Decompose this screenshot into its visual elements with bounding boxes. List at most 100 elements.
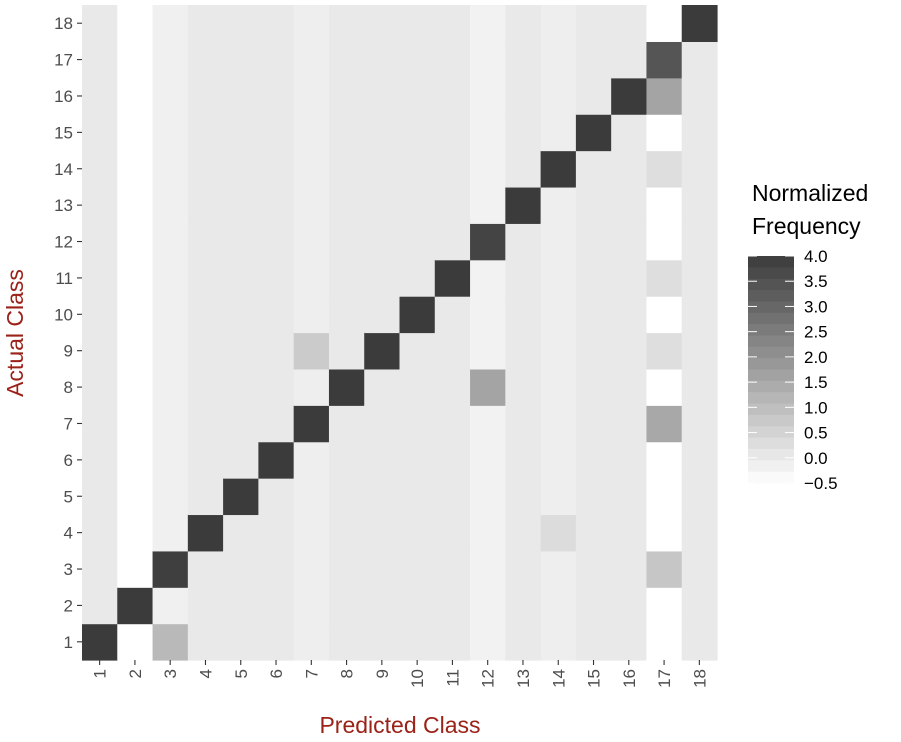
heatmap-cell-actual-4-predicted-5 [223, 514, 259, 552]
heatmap-cell-actual-15-predicted-10 [399, 114, 436, 152]
x-tick-label: 14 [549, 669, 568, 688]
heatmap-cell-actual-10-predicted-18 [681, 296, 718, 334]
heatmap-cell-actual-18-predicted-2 [117, 5, 154, 42]
heatmap-cell-actual-13-predicted-8 [328, 186, 365, 224]
heatmap-cell-actual-17-predicted-12 [470, 41, 506, 79]
heatmap-cell-actual-11-predicted-9 [364, 259, 401, 297]
heatmap-cell-actual-16-predicted-12 [470, 77, 506, 115]
heatmap-cell-actual-5-predicted-2 [117, 478, 154, 516]
legend-color-step [748, 358, 794, 371]
legend-color-bar [748, 256, 794, 484]
heatmap-cell-actual-4-predicted-9 [364, 514, 401, 552]
heatmap-cell-actual-18-predicted-8 [328, 5, 365, 42]
heatmap-cell-actual-9-predicted-4 [187, 332, 224, 370]
heatmap-cell-actual-1-predicted-2 [117, 623, 154, 661]
heatmap-cell-actual-3-predicted-3 [152, 550, 189, 588]
heatmap-cell-actual-17-predicted-18 [681, 41, 718, 79]
x-tick-label: 18 [690, 669, 709, 688]
heatmap-cell-actual-7-predicted-4 [187, 405, 224, 443]
legend-ticks: 4.0 3.5 3.0 2.5 2.0 1.5 1.0 0.5 0.0 −0.5 [748, 247, 838, 493]
heatmap-cell-actual-15-predicted-13 [505, 114, 542, 152]
legend-tick-label: 4.0 [804, 247, 828, 266]
x-tick-label: 12 [479, 669, 498, 688]
heatmap-cell-actual-18-predicted-4 [187, 5, 224, 42]
heatmap-cell-actual-9-predicted-12 [470, 332, 506, 370]
y-tick-label: 6 [64, 451, 73, 470]
heatmap-cell-actual-17-predicted-3 [152, 41, 189, 79]
heatmap-cell-actual-1-predicted-4 [187, 623, 224, 661]
heatmap-cell-actual-8-predicted-11 [434, 368, 471, 406]
y-tick-label: 18 [54, 14, 73, 33]
heatmap-cell-actual-12-predicted-12 [470, 223, 506, 261]
heatmap-cell-actual-5-predicted-4 [187, 478, 224, 516]
x-tick-label: 2 [126, 669, 145, 678]
x-axis: 1 2 3 4 5 6 7 8 9 10 11 12 13 14 15 16 17 18 [91, 660, 709, 688]
heatmap-cell-actual-2-predicted-6 [258, 587, 295, 625]
heatmap-cell-actual-1-predicted-6 [258, 623, 295, 661]
heatmap-cell-actual-1-predicted-11 [434, 623, 471, 661]
heatmap-cell-actual-11-predicted-16 [611, 259, 648, 297]
legend-title-line-1: Normalized [752, 180, 868, 206]
heatmap-cell-actual-13-predicted-15 [575, 186, 612, 224]
heatmap-cell-actual-12-predicted-9 [364, 223, 401, 261]
heatmap-cell-actual-1-predicted-18 [681, 623, 718, 661]
y-tick-label: 8 [64, 378, 73, 397]
heatmap-cell-actual-10-predicted-10 [399, 296, 436, 334]
heatmap-cell-actual-4-predicted-12 [470, 514, 506, 552]
heatmap-cell-actual-5-predicted-5 [223, 478, 259, 516]
heatmap-cell-actual-4-predicted-13 [505, 514, 542, 552]
heatmap-cell-actual-1-predicted-3 [152, 623, 189, 661]
heatmap-cell-actual-1-predicted-9 [364, 623, 401, 661]
heatmap-cell-actual-11-predicted-15 [575, 259, 612, 297]
heatmap-cell-actual-3-predicted-14 [540, 550, 577, 588]
heatmap-cell-actual-4-predicted-17 [646, 514, 683, 552]
heatmap-cell-actual-14-predicted-17 [646, 150, 683, 188]
heatmap-cell-actual-8-predicted-4 [187, 368, 224, 406]
legend-color-step [748, 278, 794, 291]
x-tick-label: 3 [161, 669, 180, 678]
heatmap-cell-actual-1-predicted-13 [505, 623, 542, 661]
heatmap-cell-actual-16-predicted-14 [540, 77, 577, 115]
y-tick-label: 7 [64, 414, 73, 433]
heatmap-cell-actual-4-predicted-8 [328, 514, 365, 552]
heatmap-cell-actual-9-predicted-18 [681, 332, 718, 370]
heatmap-cell-actual-2-predicted-1 [82, 587, 118, 625]
heatmap-cell-actual-15-predicted-2 [117, 114, 154, 152]
heatmap-cell-actual-18-predicted-3 [152, 5, 189, 42]
heatmap-cell-actual-16-predicted-10 [399, 77, 436, 115]
heatmap-cell-actual-1-predicted-10 [399, 623, 436, 661]
heatmap-cell-actual-9-predicted-2 [117, 332, 154, 370]
heatmap-cell-actual-16-predicted-16 [611, 77, 648, 115]
heatmap-cell-actual-8-predicted-1 [82, 368, 118, 406]
heatmap-cell-actual-2-predicted-5 [223, 587, 259, 625]
heatmap-cell-actual-7-predicted-13 [505, 405, 542, 443]
heatmap-cell-actual-7-predicted-5 [223, 405, 259, 443]
heatmap-cell-actual-5-predicted-9 [364, 478, 401, 516]
heatmap-cell-actual-8-predicted-2 [117, 368, 154, 406]
heatmap-cell-actual-7-predicted-7 [293, 405, 330, 443]
legend-color-step [748, 448, 794, 461]
heatmap-cell-actual-1-predicted-1 [82, 623, 118, 661]
heatmap-cell-actual-14-predicted-15 [575, 150, 612, 188]
heatmap-cell-actual-13-predicted-17 [646, 186, 683, 224]
legend-title-line-2: Frequency [752, 213, 861, 239]
heatmap-cell-actual-4-predicted-2 [117, 514, 154, 552]
heatmap-cell-actual-14-predicted-9 [364, 150, 401, 188]
heatmap-cell-actual-10-predicted-4 [187, 296, 224, 334]
heatmap-cell-actual-4-predicted-18 [681, 514, 718, 552]
heatmap-cell-actual-10-predicted-9 [364, 296, 401, 334]
color-legend: Normalized Frequency 4.0 3.5 3.0 2.5 2.0 1.5 1… [748, 180, 868, 493]
heatmap-cell-actual-3-predicted-6 [258, 550, 295, 588]
legend-tick-label: 1.5 [804, 373, 828, 392]
heatmap-cell-actual-1-predicted-14 [540, 623, 577, 661]
heatmap-cell-actual-11-predicted-2 [117, 259, 154, 297]
heatmap-cell-actual-4-predicted-15 [575, 514, 612, 552]
heatmap-cell-actual-3-predicted-4 [187, 550, 224, 588]
heatmap-cell-actual-6-predicted-18 [681, 441, 718, 479]
heatmap-cell-actual-7-predicted-1 [82, 405, 118, 443]
heatmap-cell-actual-5-predicted-17 [646, 478, 683, 516]
heatmap-cell-actual-18-predicted-9 [364, 5, 401, 42]
heatmap-cell-actual-18-predicted-7 [293, 5, 330, 42]
heatmap-cell-actual-14-predicted-2 [117, 150, 154, 188]
heatmap-cell-actual-4-predicted-6 [258, 514, 295, 552]
